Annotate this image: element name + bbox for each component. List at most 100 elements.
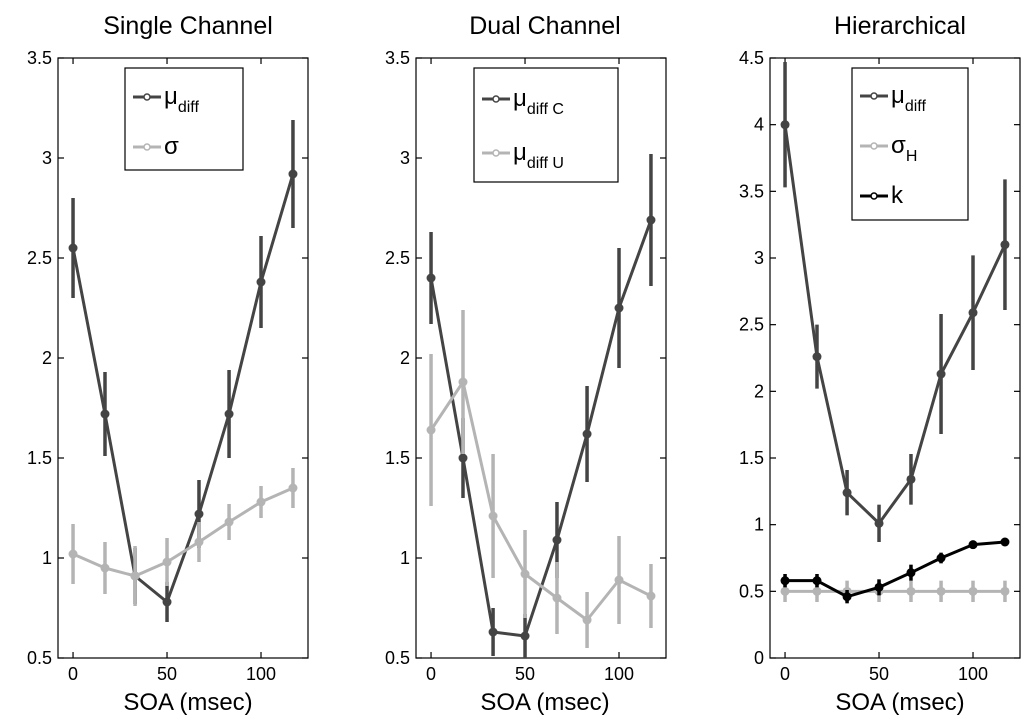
x-axis-label: SOA (msec) — [835, 689, 964, 716]
legend-label-sigma-h: σH — [891, 132, 917, 165]
x-tick-label: 0 — [426, 664, 436, 684]
y-tick-label: 3.5 — [385, 48, 410, 68]
data-point — [1000, 537, 1010, 547]
data-point — [614, 303, 624, 313]
y-tick-label: 0.5 — [27, 648, 52, 668]
data-point — [1000, 586, 1010, 596]
legend-marker-mu-diff-u — [492, 149, 500, 157]
data-point — [614, 575, 624, 585]
series-1 — [68, 468, 298, 606]
legend-symbol: μ — [891, 82, 905, 109]
data-point — [812, 576, 822, 586]
legend-subscript: diff U — [527, 155, 564, 172]
y-tick-label: 0.5 — [739, 581, 764, 601]
legend: μdiff σH k — [851, 67, 969, 221]
series-1 — [426, 310, 656, 648]
data-point — [582, 615, 592, 625]
legend-marker-sigma-h — [870, 142, 878, 150]
data-point — [100, 563, 110, 573]
chart-title: Single Channel — [103, 12, 273, 40]
data-point — [68, 243, 78, 253]
legend-symbol: k — [891, 182, 904, 209]
y-tick-label: 0.5 — [385, 648, 410, 668]
legend-subscript: H — [906, 148, 918, 165]
data-point — [936, 586, 946, 596]
series-1 — [780, 580, 1010, 602]
data-point — [130, 571, 140, 581]
data-point — [936, 369, 946, 379]
legend-label-sigma: σ — [164, 133, 179, 160]
x-tick-label: 100 — [958, 664, 988, 684]
legend-marker-mu-diff — [870, 92, 878, 100]
data-point — [224, 409, 234, 419]
data-point — [488, 627, 498, 637]
data-point — [194, 509, 204, 519]
x-tick-label: 100 — [604, 664, 634, 684]
data-point — [288, 169, 298, 179]
data-point — [582, 429, 592, 439]
legend-symbol: σ — [164, 133, 179, 160]
series-line — [71, 173, 295, 604]
legend-label-mu-diff-u: μdiff U — [513, 139, 564, 172]
y-tick-label: 3 — [400, 148, 410, 168]
y-tick-label: 3.5 — [27, 48, 52, 68]
data-point — [162, 597, 172, 607]
x-tick-label: 50 — [869, 664, 889, 684]
data-point — [256, 497, 266, 507]
data-point — [780, 120, 790, 130]
legend-symbol: σ — [891, 132, 906, 159]
x-tick-label: 50 — [157, 664, 177, 684]
x-tick-label: 100 — [246, 664, 276, 684]
legend-label-mu-diff: μdiff — [164, 83, 199, 116]
y-tick-label: 2 — [42, 348, 52, 368]
data-point — [1000, 240, 1010, 250]
x-tick-label: 0 — [68, 664, 78, 684]
data-point — [874, 582, 884, 592]
data-point — [874, 518, 884, 528]
series-0 — [780, 62, 1010, 542]
x-tick-label: 0 — [780, 664, 790, 684]
y-tick-label: 0 — [754, 648, 764, 668]
data-point — [842, 592, 852, 602]
legend-label-mu-diff: μdiff — [891, 82, 926, 115]
legend-marker-mu-diff-c — [492, 95, 500, 103]
data-point — [552, 535, 562, 545]
legend-marker-k — [870, 192, 878, 200]
y-tick-label: 3 — [42, 148, 52, 168]
data-point — [458, 453, 468, 463]
y-tick-label: 3.5 — [739, 181, 764, 201]
legend: μdiff C μdiff U — [473, 67, 619, 183]
data-point — [780, 586, 790, 596]
y-tick-label: 2.5 — [27, 248, 52, 268]
data-point — [194, 537, 204, 547]
data-point — [906, 568, 916, 578]
legend-marker-sigma — [143, 143, 151, 151]
legend-symbol: μ — [513, 139, 527, 166]
y-tick-label: 4.5 — [739, 48, 764, 68]
series-line — [783, 124, 1007, 525]
y-tick-label: 2.5 — [385, 248, 410, 268]
y-tick-label: 1.5 — [739, 448, 764, 468]
data-point — [162, 557, 172, 567]
data-point — [520, 631, 530, 641]
legend-symbol: μ — [513, 85, 527, 112]
legend-box — [473, 67, 619, 183]
data-point — [100, 409, 110, 419]
data-point — [812, 352, 822, 362]
legend-subscript: diff — [178, 99, 200, 116]
data-point — [968, 308, 978, 318]
y-tick-label: 2.5 — [739, 315, 764, 335]
data-point — [812, 586, 822, 596]
legend-subscript: diff — [905, 98, 927, 115]
y-tick-label: 1 — [42, 548, 52, 568]
data-point — [552, 593, 562, 603]
y-tick-label: 3 — [754, 248, 764, 268]
data-point — [842, 488, 852, 498]
data-point — [646, 215, 656, 225]
y-tick-label: 1.5 — [27, 448, 52, 468]
data-point — [426, 273, 436, 283]
x-axis-label: SOA (msec) — [480, 689, 609, 716]
legend-box — [124, 67, 244, 171]
legend-label-k: k — [891, 182, 904, 209]
